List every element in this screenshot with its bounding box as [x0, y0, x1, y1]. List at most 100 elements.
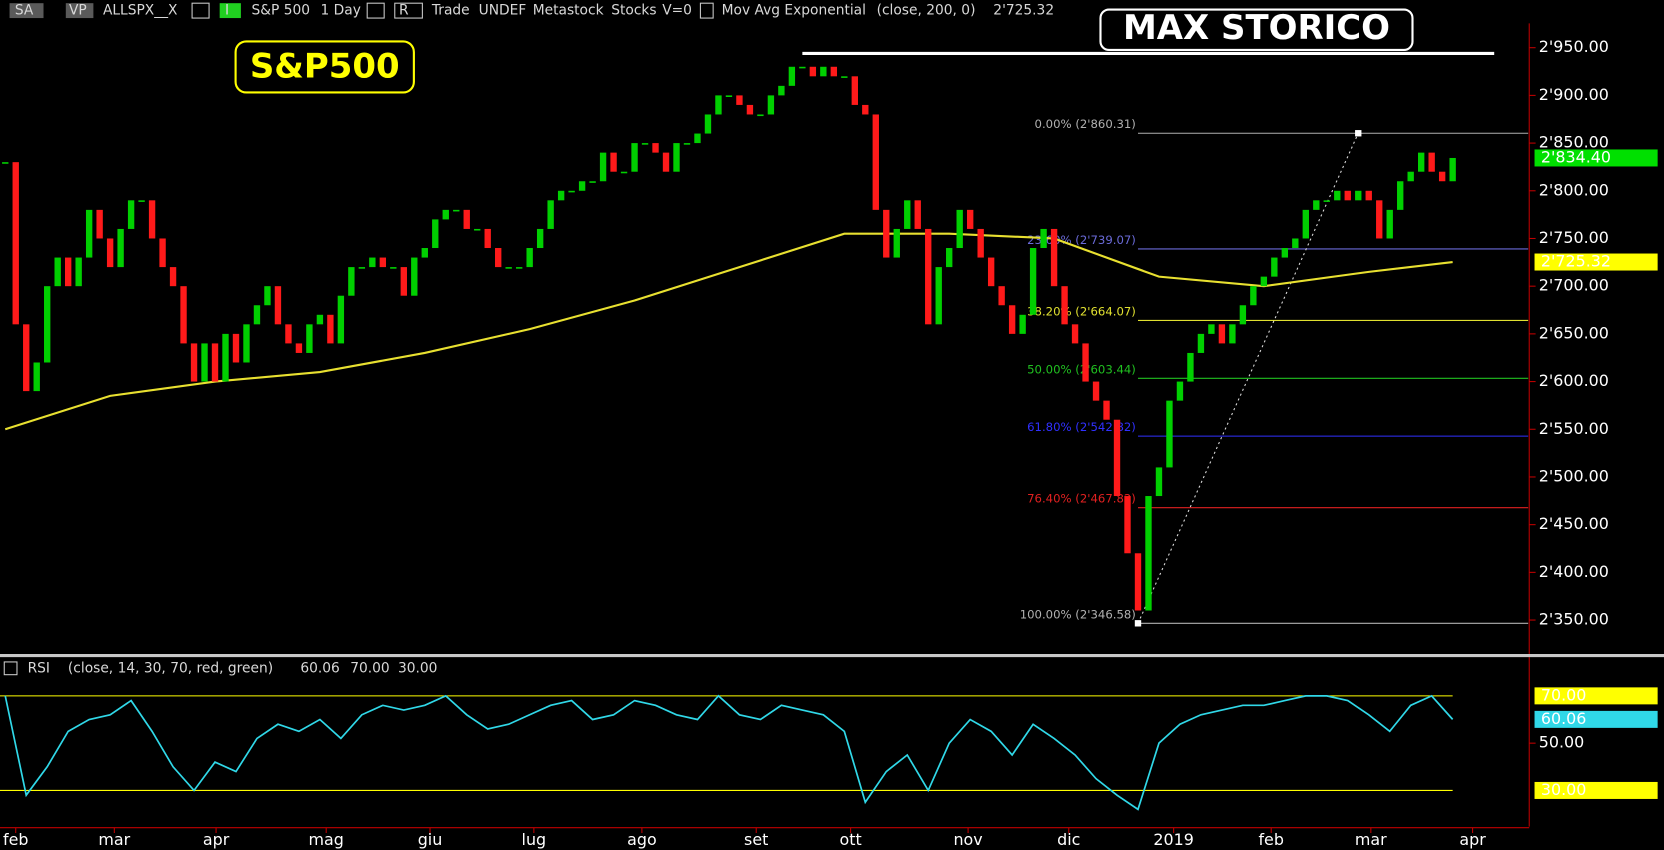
candle: [946, 248, 953, 268]
header-item: S&P 500: [252, 3, 311, 19]
y-tick-label: 2'350.00: [1539, 610, 1609, 629]
candle: [274, 286, 282, 325]
candle: [64, 257, 72, 287]
candle: [704, 114, 712, 134]
candle: [998, 286, 1005, 306]
candle: [1218, 324, 1226, 344]
candle: [683, 143, 691, 145]
candle: [484, 228, 491, 249]
header-item: UNDEF: [479, 3, 527, 19]
rsi-params: (close, 14, 30, 70, red, green): [68, 660, 273, 676]
candle: [54, 257, 61, 287]
fib-anchor: [1355, 130, 1362, 137]
close-box[interactable]: [3, 661, 18, 676]
candle: [515, 267, 523, 269]
candle: [1365, 190, 1372, 201]
header-item: SA: [15, 3, 34, 19]
r-button[interactable]: [394, 2, 423, 19]
rsi-lower: 30.00: [398, 660, 437, 676]
candle: [893, 228, 900, 258]
candle: [432, 219, 439, 249]
x-tick-label: lug: [522, 830, 547, 849]
candle: [12, 162, 19, 325]
y-tick-label: 2'400.00: [1539, 562, 1609, 581]
candle: [778, 85, 785, 96]
candle: [820, 66, 827, 77]
x-tick-label: apr: [1459, 830, 1486, 849]
title: S&P500: [250, 46, 400, 86]
candle: [1124, 496, 1131, 554]
candle: [694, 133, 701, 144]
candle: [1344, 190, 1351, 201]
price-last-label: 2'834.40: [1541, 147, 1611, 166]
candle: [285, 324, 292, 344]
candle: [1092, 381, 1100, 401]
candle: [1250, 286, 1257, 306]
candle: [830, 66, 838, 77]
candle: [411, 257, 418, 296]
candle: [337, 295, 345, 344]
candle: [138, 200, 145, 202]
sa-button[interactable]: [9, 3, 44, 19]
candle: [33, 362, 40, 392]
candle: [253, 305, 261, 325]
rsi-last-box: [1534, 710, 1658, 728]
y-tick-label: 2'650.00: [1539, 323, 1609, 342]
rsi-last: 60.06: [300, 660, 339, 676]
candle: [904, 200, 911, 229]
vp-button[interactable]: [65, 3, 94, 19]
close-box[interactable]: [699, 2, 714, 19]
candle: [390, 267, 397, 269]
candle: [767, 95, 775, 115]
price-last-box: [1534, 149, 1658, 167]
header-bar: SA VP ALLSPX__X I S&P 500 1 Day R Trade …: [9, 2, 1054, 19]
candle: [75, 257, 82, 287]
x-tick-label: mar: [98, 830, 130, 849]
candle: [1271, 257, 1278, 277]
candle: [1103, 400, 1110, 420]
candle: [127, 200, 135, 229]
ema-last-label: 2'725.32: [1541, 252, 1611, 271]
header-item: Metastock: [533, 3, 604, 19]
candle: [1292, 238, 1299, 249]
candle: [495, 248, 502, 268]
candle: [799, 66, 806, 69]
dropdown[interactable]: [366, 2, 385, 19]
candle: [106, 238, 114, 268]
candle: [1355, 190, 1362, 201]
candle: [1155, 467, 1163, 497]
max-label: MAX STORICO: [1123, 8, 1390, 48]
header-item: Mov Avg Exponential: [722, 3, 866, 19]
candle: [1145, 496, 1152, 611]
fib-label: 38.20% (2'664.07): [1027, 304, 1136, 318]
candle: [1438, 171, 1446, 182]
rsi-level-label: 70.00: [1541, 685, 1587, 704]
candle: [1019, 314, 1026, 334]
indicator-button[interactable]: [219, 3, 241, 19]
dropdown[interactable]: [191, 2, 210, 19]
candle: [1397, 181, 1404, 210]
candle: [841, 76, 848, 78]
fib-label: 76.40% (2'467.82): [1027, 492, 1136, 506]
candle: [379, 257, 387, 268]
candle: [169, 267, 177, 287]
candle: [1281, 248, 1289, 258]
candle: [1050, 228, 1058, 287]
candle: [1376, 200, 1383, 239]
candle: [725, 95, 733, 97]
max-box: [1099, 8, 1414, 51]
candle: [788, 66, 796, 86]
candle: [201, 343, 208, 382]
candle: [2, 162, 9, 164]
y-tick-label: 2'750.00: [1539, 228, 1609, 247]
candle: [557, 190, 565, 201]
candle: [1323, 200, 1330, 202]
candle: [316, 314, 324, 325]
candle: [1260, 276, 1268, 287]
candle: [620, 171, 628, 174]
candle: [474, 228, 481, 231]
candle: [652, 143, 659, 153]
candle: [1386, 209, 1393, 239]
candle: [117, 228, 124, 268]
candle: [1040, 228, 1047, 249]
